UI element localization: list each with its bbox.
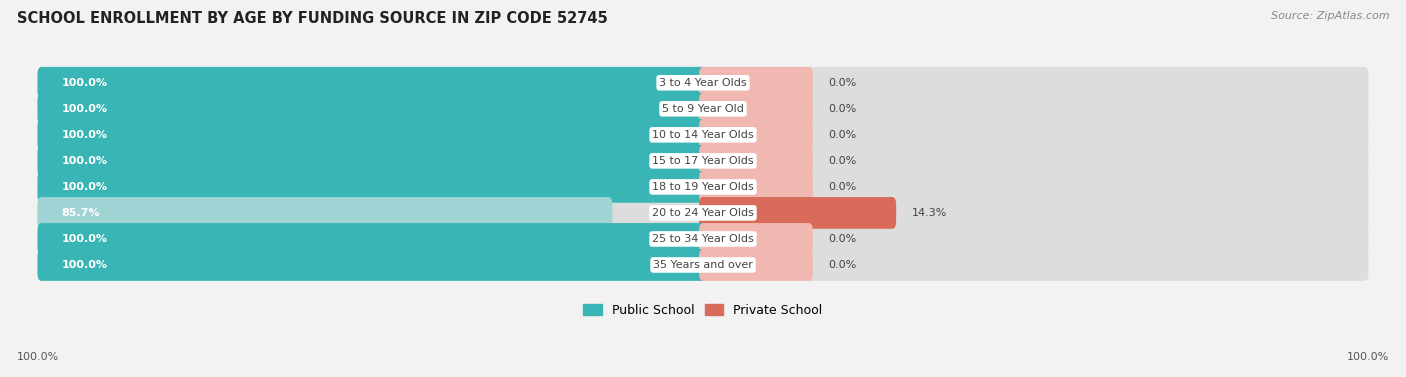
FancyBboxPatch shape xyxy=(38,67,1368,99)
Text: 35 Years and over: 35 Years and over xyxy=(652,260,754,270)
FancyBboxPatch shape xyxy=(38,197,1368,229)
Text: 0.0%: 0.0% xyxy=(828,130,856,140)
Text: 100.0%: 100.0% xyxy=(17,352,59,362)
FancyBboxPatch shape xyxy=(38,119,707,151)
Text: 5 to 9 Year Old: 5 to 9 Year Old xyxy=(662,104,744,114)
FancyBboxPatch shape xyxy=(38,67,707,99)
Text: 10 to 14 Year Olds: 10 to 14 Year Olds xyxy=(652,130,754,140)
FancyBboxPatch shape xyxy=(699,171,813,203)
Text: SCHOOL ENROLLMENT BY AGE BY FUNDING SOURCE IN ZIP CODE 52745: SCHOOL ENROLLMENT BY AGE BY FUNDING SOUR… xyxy=(17,11,607,26)
Text: 0.0%: 0.0% xyxy=(828,156,856,166)
FancyBboxPatch shape xyxy=(38,223,707,255)
Text: 100.0%: 100.0% xyxy=(62,182,107,192)
Text: 100.0%: 100.0% xyxy=(62,156,107,166)
FancyBboxPatch shape xyxy=(38,93,1368,125)
Text: 100.0%: 100.0% xyxy=(62,260,107,270)
FancyBboxPatch shape xyxy=(38,249,1368,281)
Text: 0.0%: 0.0% xyxy=(828,104,856,114)
FancyBboxPatch shape xyxy=(38,145,707,177)
Text: 15 to 17 Year Olds: 15 to 17 Year Olds xyxy=(652,156,754,166)
Text: 0.0%: 0.0% xyxy=(828,78,856,88)
Text: 85.7%: 85.7% xyxy=(62,208,100,218)
Text: 100.0%: 100.0% xyxy=(62,78,107,88)
FancyBboxPatch shape xyxy=(38,223,1368,255)
FancyBboxPatch shape xyxy=(38,145,1368,177)
Text: 0.0%: 0.0% xyxy=(828,234,856,244)
Text: 3 to 4 Year Olds: 3 to 4 Year Olds xyxy=(659,78,747,88)
FancyBboxPatch shape xyxy=(38,119,1368,151)
FancyBboxPatch shape xyxy=(699,93,813,125)
FancyBboxPatch shape xyxy=(38,197,613,229)
Legend: Public School, Private School: Public School, Private School xyxy=(578,299,828,322)
FancyBboxPatch shape xyxy=(699,197,896,229)
FancyBboxPatch shape xyxy=(699,119,813,151)
Text: 100.0%: 100.0% xyxy=(62,104,107,114)
Text: 14.3%: 14.3% xyxy=(912,208,948,218)
Text: 100.0%: 100.0% xyxy=(62,130,107,140)
Text: 20 to 24 Year Olds: 20 to 24 Year Olds xyxy=(652,208,754,218)
FancyBboxPatch shape xyxy=(699,67,813,99)
Text: 18 to 19 Year Olds: 18 to 19 Year Olds xyxy=(652,182,754,192)
FancyBboxPatch shape xyxy=(699,145,813,177)
Text: 100.0%: 100.0% xyxy=(62,234,107,244)
FancyBboxPatch shape xyxy=(699,223,813,255)
FancyBboxPatch shape xyxy=(38,93,707,125)
Text: Source: ZipAtlas.com: Source: ZipAtlas.com xyxy=(1271,11,1389,21)
FancyBboxPatch shape xyxy=(38,171,707,203)
FancyBboxPatch shape xyxy=(38,249,707,281)
Text: 25 to 34 Year Olds: 25 to 34 Year Olds xyxy=(652,234,754,244)
Text: 0.0%: 0.0% xyxy=(828,260,856,270)
FancyBboxPatch shape xyxy=(38,171,1368,203)
Text: 0.0%: 0.0% xyxy=(828,182,856,192)
FancyBboxPatch shape xyxy=(699,249,813,281)
Text: 100.0%: 100.0% xyxy=(1347,352,1389,362)
